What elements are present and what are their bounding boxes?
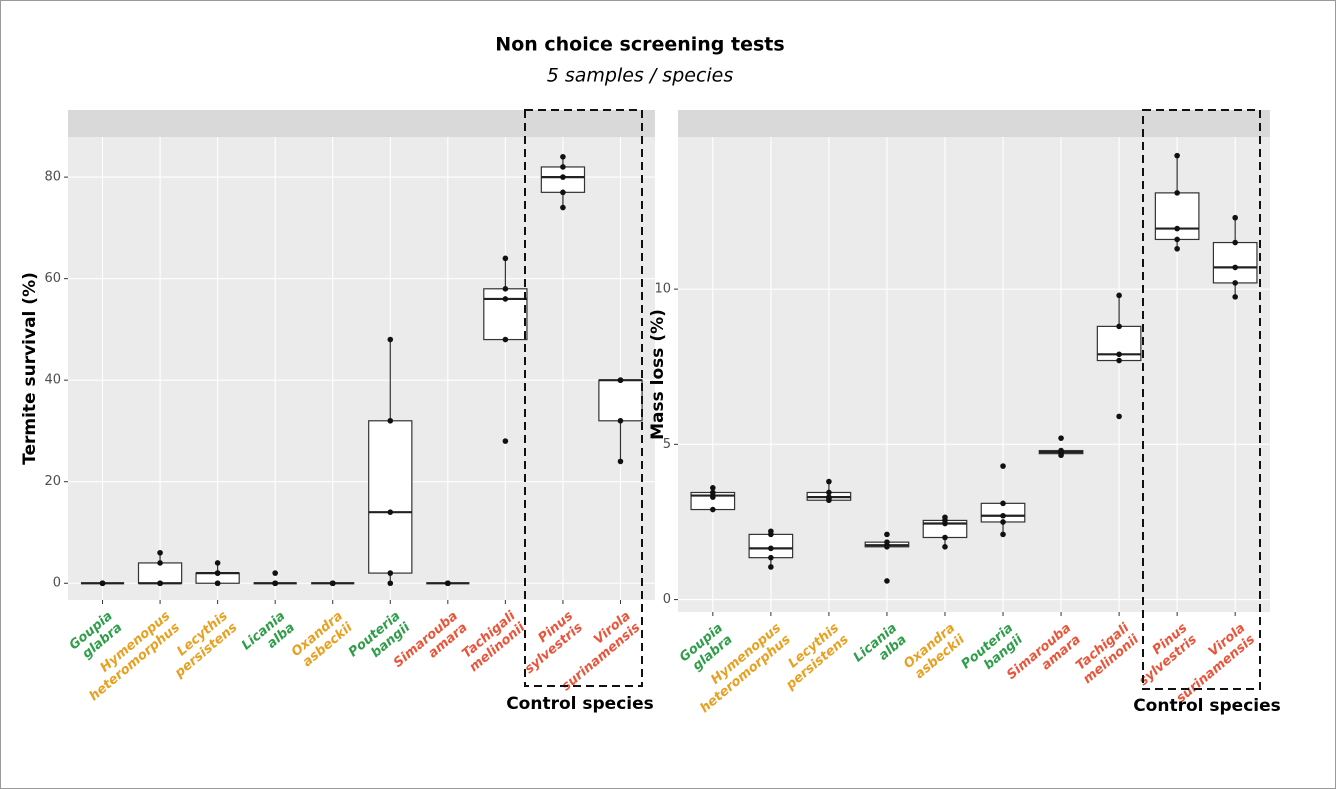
strip: [678, 110, 1270, 137]
data-point: [1058, 435, 1064, 441]
data-point: [560, 204, 566, 211]
y-tick-label: 60: [44, 271, 61, 286]
data-point: [1116, 292, 1122, 299]
y-tick-label: 20: [44, 474, 61, 489]
data-point: [768, 528, 774, 535]
data-point: [768, 554, 774, 561]
data-point: [560, 164, 566, 170]
data-point: [560, 189, 566, 196]
box: [598, 379, 643, 422]
data-point: [884, 531, 890, 538]
panel-background: [68, 137, 655, 600]
box: [540, 166, 586, 193]
data-point: [884, 578, 890, 584]
strip: [68, 110, 655, 137]
data-point: [1174, 245, 1180, 252]
data-point: [617, 417, 624, 424]
y-axis-label: Mass loss (%): [648, 309, 668, 440]
data-point: [445, 580, 451, 587]
data-point: [942, 514, 948, 521]
data-point: [157, 560, 163, 566]
y-tick-label: 40: [44, 373, 61, 388]
data-point: [826, 489, 832, 496]
data-point: [884, 539, 890, 545]
box: [1154, 192, 1200, 241]
data-point: [1174, 190, 1180, 196]
data-point: [710, 489, 716, 496]
data-point: [1232, 264, 1238, 271]
control-box: [524, 109, 643, 687]
data-point: [387, 509, 394, 515]
box: [368, 420, 413, 574]
data-point: [502, 255, 509, 262]
data-point: [1174, 225, 1180, 232]
data-point: [214, 560, 221, 566]
y-axis-label: Termite survival (%): [20, 272, 40, 465]
data-point: [1116, 413, 1122, 420]
box: [1212, 241, 1258, 284]
y-tick-label: 0: [53, 576, 61, 591]
data-point: [1232, 294, 1238, 300]
data-point: [1116, 351, 1122, 358]
data-point: [157, 549, 163, 556]
data-point: [1000, 531, 1006, 538]
box: [137, 562, 183, 584]
y-tick-label: 10: [654, 282, 671, 297]
data-point: [214, 570, 221, 576]
data-point: [1000, 519, 1006, 525]
y-tick-label: 0: [663, 592, 671, 607]
figure-subtitle: 5 samples / species: [547, 65, 734, 87]
data-point: [942, 544, 948, 550]
data-point: [1232, 239, 1238, 246]
data-point: [1000, 512, 1006, 519]
data-point: [1232, 280, 1238, 286]
data-point: [387, 570, 394, 576]
data-point: [1000, 500, 1006, 507]
data-point: [826, 478, 832, 485]
data-point: [617, 458, 624, 465]
annotation: Control species: [506, 694, 654, 714]
y-tick-label: 5: [663, 437, 671, 452]
data-point: [560, 174, 566, 180]
data-point: [214, 580, 221, 587]
figure-title: Non choice screening tests: [495, 34, 784, 56]
data-point: [329, 580, 336, 587]
annotation: Control species: [1133, 696, 1281, 716]
data-point: [272, 570, 278, 576]
control-box: [1142, 109, 1261, 690]
data-point: [942, 534, 948, 541]
data-point: [387, 336, 394, 343]
data-point: [826, 494, 832, 500]
data-point: [1232, 214, 1238, 221]
data-point: [502, 285, 509, 292]
data-point: [99, 580, 106, 587]
data-point: [710, 506, 716, 513]
y-tick-label: 80: [44, 170, 61, 185]
data-point: [1174, 152, 1180, 159]
data-point: [617, 377, 624, 383]
data-point: [1058, 447, 1064, 454]
data-point: [157, 580, 163, 587]
data-point: [1116, 357, 1122, 364]
data-point: [1000, 463, 1006, 469]
data-point: [768, 564, 774, 570]
data-point: [272, 580, 278, 587]
data-point: [768, 545, 774, 552]
data-point: [387, 417, 394, 424]
data-point: [1116, 323, 1122, 330]
data-point: [560, 153, 566, 160]
data-point: [387, 580, 394, 587]
data-point: [502, 336, 509, 343]
data-point: [502, 438, 509, 444]
data-point: [1174, 236, 1180, 243]
data-point: [710, 485, 716, 491]
data-point: [502, 296, 509, 302]
